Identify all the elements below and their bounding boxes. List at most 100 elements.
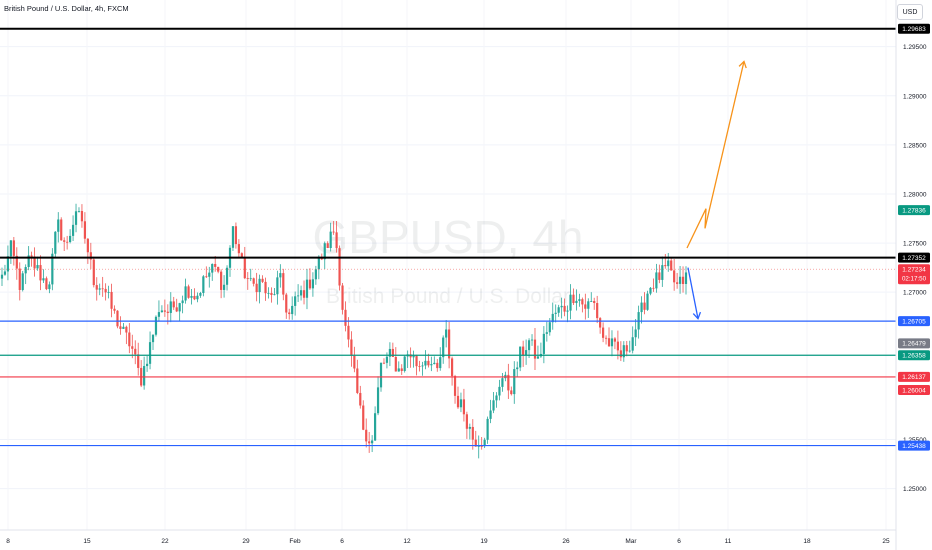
candle-body	[169, 301, 172, 313]
candle-body	[590, 300, 593, 302]
candle-body	[282, 273, 285, 295]
axes-layer	[0, 0, 897, 550]
candle-body	[77, 210, 81, 212]
candle-body	[69, 235, 72, 243]
x-tick-label: 29	[242, 538, 250, 545]
candle-body	[264, 281, 267, 294]
candle-body	[664, 265, 667, 267]
candle-body	[246, 278, 249, 279]
candle-body	[448, 329, 451, 359]
candle-body	[439, 357, 442, 369]
candle-body	[655, 272, 658, 289]
x-tick-label: 15	[83, 538, 91, 545]
candle-body	[681, 276, 685, 284]
candle-body	[516, 367, 519, 370]
candle-body	[545, 332, 548, 334]
candle-body	[684, 272, 688, 284]
candle-body	[341, 285, 344, 310]
candle-body	[527, 340, 531, 351]
candle-body	[566, 310, 569, 312]
candle-body	[178, 303, 181, 312]
candle-body	[261, 278, 264, 282]
price-badge	[898, 338, 930, 349]
candle-body	[353, 355, 356, 369]
candles-layer	[0, 203, 688, 459]
candle-body	[492, 400, 495, 411]
candle-body	[578, 299, 581, 301]
y-tick-label: 1.27500	[903, 241, 927, 248]
candle-body	[214, 263, 217, 267]
candle-body	[205, 276, 208, 278]
candle-body	[465, 414, 468, 429]
price-badge	[898, 205, 930, 216]
price-badge	[898, 23, 930, 34]
candle-body	[110, 291, 113, 309]
candle-body	[285, 294, 288, 313]
price-badges-layer: 1.29683 1.27352 1.26705 1.26358 1.26137 1.254…	[898, 23, 930, 451]
candle-body	[371, 440, 374, 444]
candle-body	[397, 368, 400, 372]
candle-body	[604, 337, 608, 339]
projection-arrows-layer	[686, 60, 747, 320]
candle-body	[222, 284, 226, 290]
candle-body	[172, 301, 175, 308]
candle-body	[459, 399, 463, 408]
price-badge-label: 1.25438	[902, 443, 926, 450]
candle-body	[237, 244, 240, 254]
candle-body	[412, 355, 415, 358]
candle-body	[436, 362, 439, 369]
candle-body	[519, 346, 522, 368]
candle-body	[122, 326, 125, 329]
candle-body	[507, 374, 510, 391]
x-tick-label: 19	[480, 538, 488, 545]
candle-body	[542, 333, 545, 354]
candle-body	[211, 263, 214, 273]
candle-body	[291, 305, 294, 315]
price-badge	[898, 384, 930, 395]
x-tick-label: 26	[562, 538, 570, 545]
candle-body	[362, 405, 365, 430]
candle-body	[335, 232, 338, 249]
candle-body	[533, 339, 537, 359]
projection-arrow	[686, 61, 745, 249]
candle-body	[471, 426, 474, 440]
currency-button[interactable]: USD	[897, 4, 923, 20]
horizontal-lines-layer	[0, 27, 896, 447]
candle-body	[415, 355, 418, 367]
candle-body	[661, 265, 664, 280]
candle-body	[33, 256, 36, 269]
candle-body	[474, 439, 477, 447]
candle-body	[154, 316, 158, 335]
candle-body	[42, 278, 45, 281]
candle-body	[323, 243, 326, 260]
candle-body	[258, 278, 261, 293]
candle-body	[143, 366, 146, 386]
candle-body	[66, 241, 69, 243]
candle-body	[21, 273, 24, 290]
y-tick-label: 1.29500	[903, 44, 927, 51]
candle-body	[6, 256, 10, 272]
candle-body	[299, 290, 303, 296]
candle-body	[63, 240, 66, 242]
candle-body	[267, 292, 270, 294]
candle-body	[252, 278, 255, 284]
candle-body	[166, 311, 169, 313]
price-badge-label: 1.27836	[902, 207, 926, 214]
candle-body	[202, 276, 205, 293]
candle-body	[89, 252, 92, 260]
candle-body	[382, 362, 386, 364]
chart-title: British Pound / U.S. Dollar, 4h, FXCM	[4, 4, 129, 13]
candle-body	[599, 318, 602, 328]
candle-body	[409, 354, 412, 358]
candle-body	[57, 219, 60, 232]
candle-body	[468, 426, 471, 429]
candle-body	[314, 269, 317, 280]
candle-body	[305, 279, 309, 298]
candle-body	[24, 267, 27, 274]
candle-body	[601, 327, 605, 338]
candle-body	[288, 312, 291, 315]
candle-body	[513, 369, 516, 395]
y-axis-ticks: 1.25000 1.25500 1.27000 1.27500 1.28000 1.285…	[903, 44, 927, 493]
candle-body	[181, 300, 184, 304]
